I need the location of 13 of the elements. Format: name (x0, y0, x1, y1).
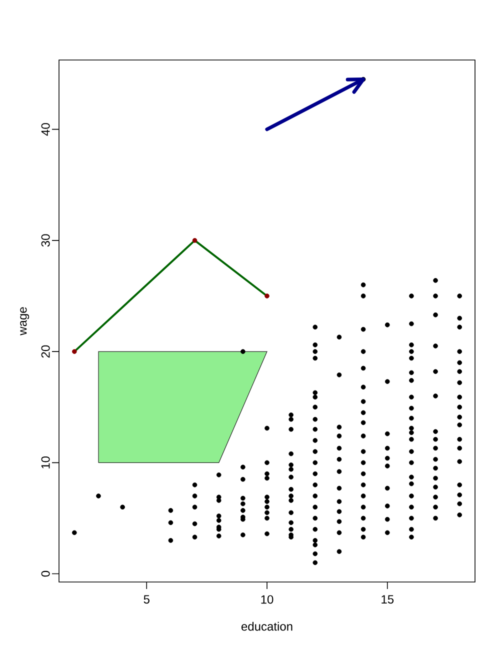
y-tick-label: 20 (41, 345, 50, 358)
y-tick-label: 30 (41, 234, 50, 247)
x-tick-label: 15 (382, 595, 394, 604)
x-tick-label: 10 (261, 595, 274, 604)
x-tick-label: 5 (144, 595, 150, 604)
y-axis-title: wage (20, 307, 30, 336)
y-tick-label: 10 (41, 456, 50, 468)
y-tick-label: 40 (41, 123, 50, 136)
point (72, 349, 77, 354)
point (192, 238, 198, 243)
point (264, 294, 270, 298)
y-tick-label: 0 (41, 570, 50, 577)
x-axis-title: education (241, 622, 292, 631)
